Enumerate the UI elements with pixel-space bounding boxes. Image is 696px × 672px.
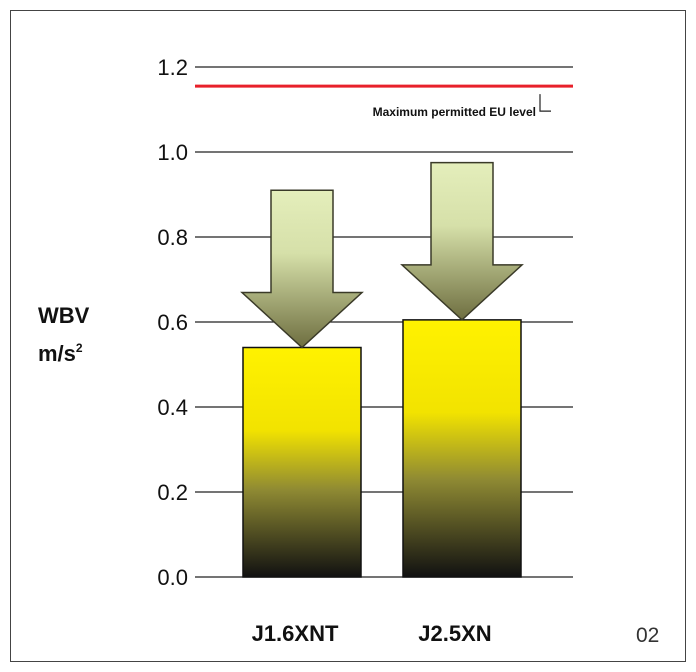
y-tick-labels: 0.0 0.2 0.4 0.6 0.8 1.0 1.2 (157, 55, 188, 590)
bar-j25xn (402, 319, 522, 578)
y-tick-label: 1.0 (157, 140, 188, 165)
y-tick-label: 0.0 (157, 565, 188, 590)
y-axis-unit: m/s (38, 341, 76, 366)
y-tick-label: 0.6 (157, 310, 188, 335)
eu-limit-label: Maximum permitted EU level (373, 105, 536, 119)
reduction-arrow (400, 161, 524, 321)
x-category-label: J1.6XNT (252, 621, 339, 646)
y-axis-label-line1: WBV (38, 303, 90, 328)
y-tick-label: 0.8 (157, 225, 188, 250)
figure-number: 02 (636, 624, 659, 647)
eu-limit-line: Maximum permitted EU level (195, 84, 573, 119)
category-labels: J1.6XNT J2.5XN (252, 621, 492, 646)
y-tick-label: 0.4 (157, 395, 188, 420)
reduction-arrow (240, 189, 364, 349)
y-axis-unit-superscript: 2 (76, 341, 83, 355)
y-axis-label-line2: m/s2 (38, 341, 83, 366)
y-tick-label: 1.2 (157, 55, 188, 80)
bar-j16xnt (242, 346, 362, 578)
chart-frame (10, 10, 686, 662)
reduction-arrows (240, 161, 524, 349)
y-tick-label: 0.2 (157, 480, 188, 505)
x-category-label: J2.5XN (418, 621, 491, 646)
eu-limit-leader (539, 94, 551, 112)
bars (242, 319, 522, 578)
